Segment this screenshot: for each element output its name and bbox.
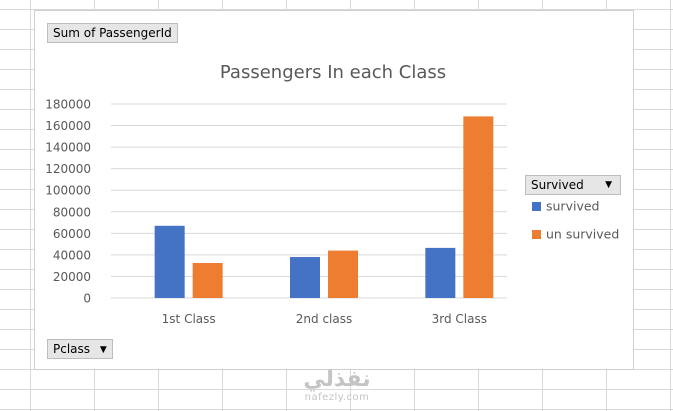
legend-field-button[interactable]: Survived ▼ (525, 175, 621, 195)
x-tick-label: 3rd Class (432, 312, 487, 326)
y-tick-label: 0 (83, 292, 91, 306)
axis-field-label: Pclass (53, 342, 91, 356)
y-axis-tick-labels: 0 20000 40000 60000 80000 100000 120000 140000 1… (45, 98, 91, 306)
bar-survived-2[interactable] (425, 247, 456, 298)
y-tick-label: 180000 (45, 98, 91, 112)
axis-field-button[interactable]: Pclass ▼ (47, 339, 113, 359)
y-tick-label: 20000 (53, 270, 91, 284)
value-field-button[interactable]: Sum of PassengerId (47, 23, 178, 43)
triangle-down-icon[interactable]: ▼ (99, 345, 107, 355)
legend-field-label: Survived (531, 178, 584, 192)
legend-entry[interactable]: survived (546, 199, 599, 214)
bar-un-survived-0[interactable] (192, 262, 223, 298)
triangle-down-icon[interactable]: ▼ (605, 180, 612, 190)
y-tick-label: 100000 (45, 184, 91, 198)
y-tick-label: 40000 (53, 248, 91, 262)
watermark-logo: نفذلي nafezly.com (292, 368, 382, 404)
watermark-arabic: نفذلي (303, 367, 371, 392)
bar-survived-1[interactable] (290, 257, 320, 298)
y-tick-label: 60000 (53, 227, 91, 241)
x-tick-label: 1st Class (162, 312, 216, 326)
legend-swatch (532, 202, 541, 211)
y-tick-label: 80000 (53, 205, 91, 219)
x-axis-tick-labels: 1st Class 2nd class 3rd Class (162, 312, 487, 326)
y-tick-label: 140000 (45, 141, 91, 155)
bar-survived-0[interactable] (154, 225, 185, 298)
chart-area[interactable]: Sum of PassengerId Survived ▼ Pclass ▼ P… (34, 10, 634, 370)
legend: survived un survived (532, 199, 619, 242)
x-tick-label: 2nd class (296, 312, 352, 326)
watermark-latin: nafezly.com (304, 392, 370, 403)
y-tick-label: 160000 (45, 119, 91, 133)
value-field-label: Sum of PassengerId (53, 26, 172, 40)
legend-entry[interactable]: un survived (546, 227, 619, 242)
chart-svg: Passengers In each Class 0 20000 40000 6000… (45, 62, 619, 326)
bar-un-survived-1[interactable] (328, 250, 358, 298)
legend-swatch (532, 230, 541, 239)
chart-title: Passengers In each Class (220, 62, 446, 83)
bars (154, 116, 494, 299)
y-tick-label: 120000 (45, 162, 91, 176)
bar-un-survived-2[interactable] (463, 116, 494, 299)
